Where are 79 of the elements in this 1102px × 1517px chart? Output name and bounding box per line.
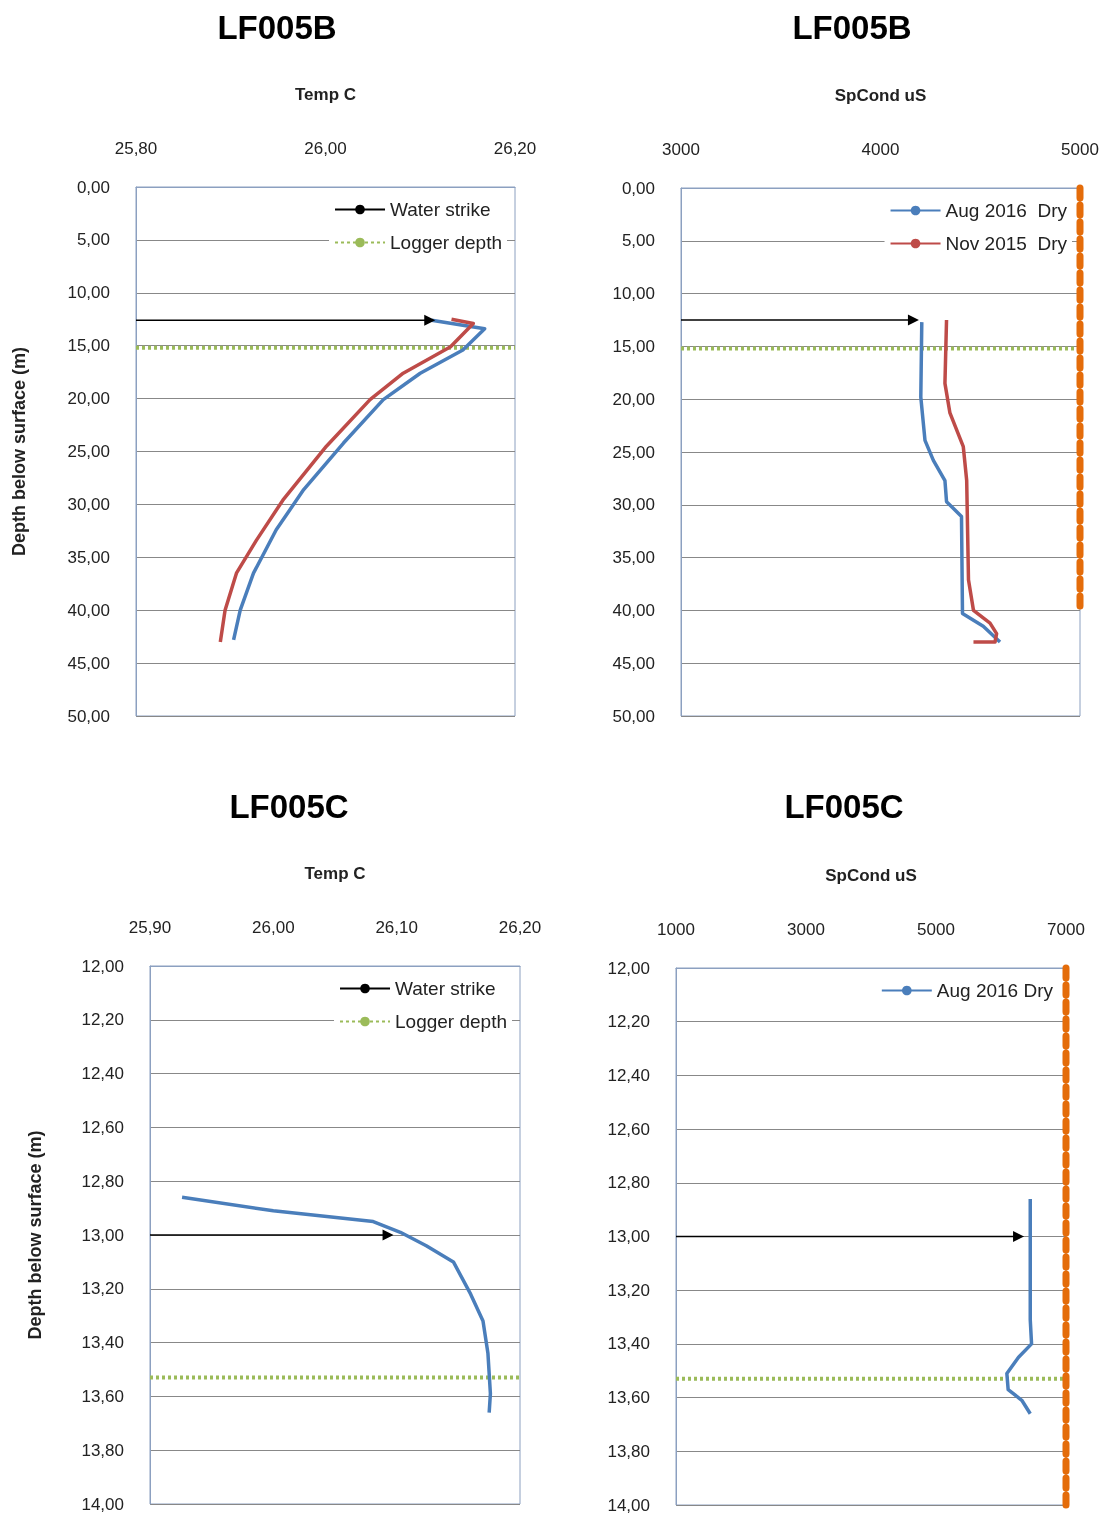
y-tick-label: 30,00 xyxy=(612,495,655,515)
y-tick-label: 13,00 xyxy=(607,1227,650,1246)
x-tick-label: 26,20 xyxy=(493,139,537,158)
y-tick-label: 10,00 xyxy=(612,284,655,304)
chart-title: LF005C xyxy=(229,788,349,825)
y-tick-label: 13,60 xyxy=(607,1388,650,1408)
legend-label: Logger depth xyxy=(390,232,503,253)
x-axis-title: Temp C xyxy=(294,85,357,104)
legend-label: Aug 2016 Dry xyxy=(945,200,1068,221)
y-tick-label: 12,40 xyxy=(607,1065,650,1085)
y-tick-label: 40,00 xyxy=(612,600,655,620)
x-tick-label: 5000 xyxy=(917,920,955,939)
y-tick-label: 13,20 xyxy=(81,1279,124,1299)
y-tick-label: 50,00 xyxy=(612,706,655,726)
y-tick-label: 35,00 xyxy=(67,547,110,567)
x-tick-label: 26,00 xyxy=(304,139,347,158)
y-tick-label: 45,00 xyxy=(67,653,110,673)
legend-label: Water strike xyxy=(390,199,491,220)
x-tick-label: 26,20 xyxy=(498,918,542,937)
chart-title: LF005C xyxy=(784,788,904,825)
legend-label: Nov 2015 Dry xyxy=(945,233,1068,254)
y-tick-label: 15,00 xyxy=(67,336,110,356)
y-tick-label: 12,00 xyxy=(81,956,124,976)
y-tick-label: 13,60 xyxy=(81,1386,124,1406)
x-tick-label: 5000 xyxy=(1061,140,1099,159)
x-tick-label: 4000 xyxy=(861,140,900,159)
y-tick-label: 20,00 xyxy=(612,389,655,409)
y-tick-label: 13,40 xyxy=(81,1333,124,1353)
x-tick-label: 3000 xyxy=(787,920,825,939)
y-tick-label: 35,00 xyxy=(612,548,655,568)
y-tick-label: 13,40 xyxy=(607,1334,650,1354)
x-tick-label: 25,90 xyxy=(128,918,172,937)
x-tick-label: 26,10 xyxy=(375,918,418,937)
y-tick-label: 12,80 xyxy=(607,1173,650,1193)
y-tick-label: 5,00 xyxy=(621,231,655,251)
y-tick-label: 13,20 xyxy=(607,1280,650,1300)
y-tick-label: 30,00 xyxy=(67,494,110,514)
x-axis-title: SpCond uS xyxy=(825,866,917,885)
y-tick-label: 50,00 xyxy=(67,706,110,726)
y-tick-label: 14,00 xyxy=(607,1495,650,1515)
y-tick-label: 13,80 xyxy=(607,1441,650,1461)
x-tick-label: 7000 xyxy=(1047,920,1085,939)
y-tick-label: 12,60 xyxy=(81,1117,124,1137)
y-tick-label: 20,00 xyxy=(67,389,110,409)
y-tick-label: 12,00 xyxy=(607,958,650,978)
y-tick-label: 12,60 xyxy=(607,1119,650,1139)
line-series xyxy=(180,1195,493,1415)
x-axis-title: Temp C xyxy=(304,864,366,883)
y-tick-label: 5,00 xyxy=(76,230,110,250)
x-tick-label: 26,00 xyxy=(252,918,295,937)
y-tick-label: 15,00 xyxy=(612,336,655,356)
legend-label: Water strike xyxy=(395,978,496,999)
y-tick-label: 40,00 xyxy=(67,600,110,620)
y-tick-label: 12,20 xyxy=(607,1012,650,1032)
y-tick-label: 13,00 xyxy=(81,1225,124,1245)
y-tick-label: 12,80 xyxy=(81,1171,124,1191)
x-tick-label: 1000 xyxy=(657,920,695,939)
x-tick-label: 3000 xyxy=(662,140,700,159)
line-series xyxy=(1005,1197,1034,1416)
y-tick-label: 12,20 xyxy=(81,1010,124,1030)
x-axis-title: SpCond uS xyxy=(834,86,927,105)
y-tick-label: 45,00 xyxy=(612,653,655,673)
line-series xyxy=(943,318,999,644)
y-tick-label: 25,00 xyxy=(67,442,110,461)
legend-label: Logger depth xyxy=(395,1011,508,1032)
y-tick-label: 14,00 xyxy=(81,1494,124,1514)
y-tick-label: 0,00 xyxy=(76,177,110,197)
y-axis-title: Depth below surface (m) xyxy=(25,1130,45,1340)
x-tick-label: 25,80 xyxy=(114,139,158,158)
y-tick-label: 0,00 xyxy=(621,178,655,198)
chart-title: LF005B xyxy=(792,9,912,46)
y-axis-title: Depth below surface (m) xyxy=(9,346,29,557)
y-tick-label: 10,00 xyxy=(67,283,110,303)
line-series xyxy=(919,320,1002,644)
legend-label: Aug 2016 Dry xyxy=(936,980,1054,1001)
y-tick-label: 12,40 xyxy=(81,1064,124,1084)
y-tick-label: 13,80 xyxy=(81,1440,124,1460)
chart-title: LF005B xyxy=(217,9,337,46)
y-tick-label: 25,00 xyxy=(612,442,655,462)
